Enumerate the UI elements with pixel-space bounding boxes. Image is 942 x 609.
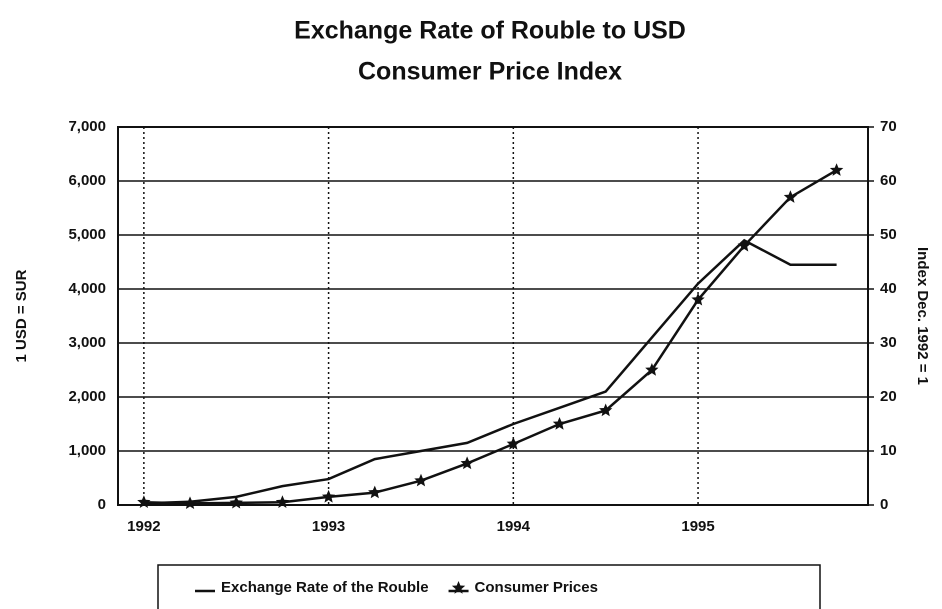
y2-axis-label: Index Dec. 1992 = 1 [914, 247, 931, 385]
y2-tick-label: 10 [880, 442, 897, 459]
x-tick-label: 1993 [312, 518, 345, 535]
y2-tick-label: 70 [880, 118, 897, 135]
y2-tick-label: 40 [880, 280, 897, 297]
x-tick-label: 1994 [497, 518, 531, 535]
point-marker [414, 473, 428, 487]
y-tick-label: 5,000 [68, 226, 106, 243]
y2-tick-label: 30 [880, 334, 897, 351]
point-marker [460, 456, 474, 470]
y-axis-label: 1 USD = SUR [13, 269, 30, 362]
x-tick-label: 1992 [127, 518, 160, 535]
y-tick-label: 2,000 [68, 388, 106, 405]
point-marker [552, 417, 567, 430]
y-tick-label: 7,000 [68, 118, 106, 135]
point-marker [368, 485, 382, 499]
y2-tick-label: 50 [880, 226, 897, 243]
legend-box [157, 564, 821, 609]
chart-title: Exchange Rate of Rouble to USD [294, 17, 686, 45]
point-marker [183, 496, 197, 509]
series-line [143, 169, 838, 505]
legend-label: Consumer Prices [475, 579, 598, 596]
legend-label: Exchange Rate of the Rouble [221, 579, 429, 596]
legend-marker [451, 581, 466, 594]
y2-tick-label: 0 [880, 496, 888, 513]
plot-frame [117, 126, 869, 506]
point-marker [137, 495, 151, 508]
x-tick-label: 1995 [681, 518, 714, 535]
point-marker [737, 238, 751, 252]
series-line [143, 238, 837, 505]
point-marker [599, 403, 613, 417]
y-tick-label: 6,000 [68, 172, 106, 189]
y-tick-label: 0 [98, 496, 106, 513]
point-marker [321, 489, 336, 503]
point-marker [829, 163, 844, 176]
point-marker [275, 495, 290, 508]
y2-tick-label: 60 [880, 172, 897, 189]
point-marker [229, 495, 243, 509]
point-marker [506, 437, 520, 450]
point-marker [783, 190, 798, 203]
chart-subtitle: Consumer Price Index [358, 58, 622, 86]
y-tick-label: 3,000 [68, 334, 106, 351]
y-tick-label: 4,000 [68, 280, 106, 297]
point-marker [645, 363, 659, 376]
y2-tick-label: 20 [880, 388, 897, 405]
point-marker [691, 292, 705, 306]
y-tick-label: 1,000 [68, 442, 106, 459]
